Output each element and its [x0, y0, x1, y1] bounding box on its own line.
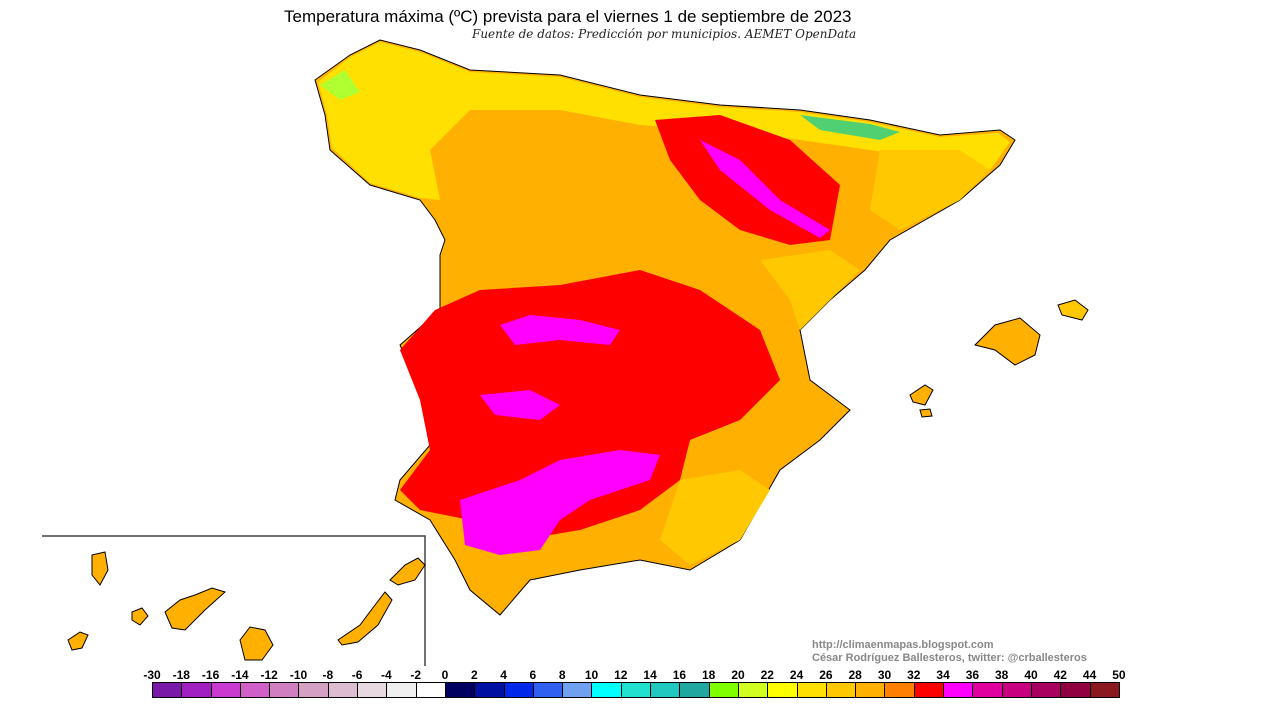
- legend-label: 12: [614, 668, 628, 682]
- legend-swatch: [299, 683, 329, 697]
- legend-swatch: [211, 683, 241, 697]
- legend-swatch: [240, 683, 271, 697]
- fuerteventura: [337, 591, 393, 646]
- legend-label: 14: [643, 668, 657, 682]
- legend-label: 34: [936, 668, 950, 682]
- legend-swatch: [768, 683, 798, 697]
- mallorca: [974, 317, 1041, 366]
- legend-label: 44: [1082, 668, 1097, 682]
- legend-swatch: [914, 683, 945, 697]
- la-palma: [91, 551, 109, 586]
- legend-swatch: [1002, 683, 1032, 697]
- legend-swatch: [504, 683, 534, 697]
- legend-swatch: [328, 683, 359, 697]
- legend-label: 6: [529, 668, 537, 682]
- legend-label: -4: [381, 668, 392, 682]
- legend-swatch: [680, 683, 710, 697]
- ibiza: [909, 384, 934, 406]
- legend-swatch: [826, 683, 857, 697]
- tenerife: [164, 587, 226, 631]
- legend-label: -16: [201, 668, 220, 682]
- legend-swatch: [592, 683, 622, 697]
- legend-label: 24: [789, 668, 804, 682]
- legend-label: -6: [351, 668, 363, 682]
- legend-swatch: [416, 683, 446, 697]
- legend-swatch: [651, 683, 681, 697]
- el-hierro: [67, 631, 89, 651]
- legend-label: 18: [702, 668, 716, 682]
- hot-zone-center-south: [400, 270, 780, 540]
- legend-label: 40: [1024, 668, 1038, 682]
- legend-label: 28: [848, 668, 862, 682]
- very-hot-zone-ebro: [700, 140, 830, 238]
- legend-swatch: [738, 683, 769, 697]
- legend-swatch: [445, 683, 476, 697]
- very-hot-zone-tajo: [500, 315, 620, 345]
- legend-swatch: [621, 683, 652, 697]
- legend-label: -10: [289, 668, 308, 682]
- legend-label: 38: [995, 668, 1009, 682]
- legend-swatch: [1090, 683, 1119, 697]
- very-hot-zone-guadiana: [480, 390, 560, 420]
- map-subtitle: Fuente de datos: Predicción por municipi…: [472, 27, 857, 41]
- credit-url[interactable]: http://climaenmapas.blogspot.com: [812, 639, 994, 651]
- inset-border: [42, 535, 426, 666]
- legend-swatch: [885, 683, 915, 697]
- legend-swatch: [1031, 683, 1062, 697]
- legend-swatch: [387, 683, 417, 697]
- map-title: Temperatura máxima (ºC) prevista para el…: [284, 7, 852, 26]
- legend-swatch: [533, 683, 564, 697]
- legend-swatch: [973, 683, 1003, 697]
- legend-label: 2: [470, 668, 478, 682]
- legend-label: -12: [260, 668, 278, 682]
- legend-label: -14: [231, 668, 249, 682]
- legend-label: 32: [907, 668, 921, 682]
- very-hot-zone-guadalquivir: [460, 450, 660, 555]
- legend-swatch: [709, 683, 739, 697]
- lanzarote: [389, 557, 426, 586]
- legend-label: 10: [584, 668, 599, 682]
- legend-label: 20: [731, 668, 745, 682]
- formentera: [919, 408, 933, 418]
- legend-label: 16: [672, 668, 687, 682]
- legend-label: 42: [1053, 668, 1067, 682]
- legend-swatch: [358, 683, 388, 697]
- legend-label: -30: [143, 668, 161, 682]
- warm-zone-southeast: [660, 470, 770, 565]
- canary-islands-inset: [42, 535, 426, 666]
- legend-swatch: [475, 683, 505, 697]
- peninsula: [314, 39, 1016, 616]
- legend-label: 8: [558, 668, 566, 682]
- legend-label: -8: [322, 668, 334, 682]
- legend-swatch: [944, 683, 974, 697]
- la-gomera: [131, 607, 149, 626]
- legend-label: 30: [877, 668, 892, 682]
- credit-author: César Rodríguez Ballesteros, twitter: @c…: [812, 652, 1087, 664]
- warm-zone-east: [760, 250, 860, 330]
- warm-zone-catalonia: [870, 150, 990, 230]
- legend-swatch: [563, 683, 593, 697]
- cool-coast-zone: [800, 115, 900, 140]
- gran-canaria: [239, 626, 274, 661]
- legend-swatch: [182, 683, 212, 697]
- legend-label: -18: [172, 668, 190, 682]
- legend-swatch: [856, 683, 886, 697]
- legend-swatch: [270, 683, 300, 697]
- legend-swatch: [153, 683, 183, 697]
- legend-label: 50: [1112, 668, 1126, 682]
- legend-swatch: [1061, 683, 1091, 697]
- legend-swatch: [797, 683, 827, 697]
- legend-label: 4: [500, 668, 507, 682]
- legend-label: 36: [965, 668, 980, 682]
- legend-label: 0: [441, 668, 449, 682]
- color-legend: [152, 682, 1120, 698]
- cool-coast-zone: [320, 70, 360, 100]
- balearic-islands: [909, 299, 1089, 418]
- legend-label: 26: [819, 668, 833, 682]
- legend-label: 22: [760, 668, 774, 682]
- legend-labels: -30 -18 -16 -14 -12 -10 -8 -6 -4 -2 0 2 4 6 8 10 12 14 16 1…: [0, 668, 1272, 682]
- menorca: [1057, 299, 1089, 321]
- legend-label: -2: [410, 668, 422, 682]
